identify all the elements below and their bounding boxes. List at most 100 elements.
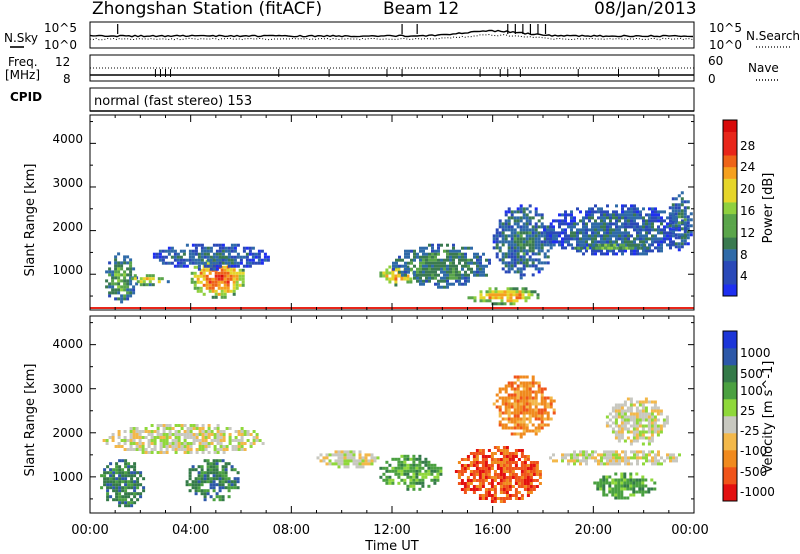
heatmap-cell xyxy=(677,224,681,228)
heatmap-cell xyxy=(229,271,233,275)
heatmap-cell xyxy=(117,264,121,268)
heatmap-cell xyxy=(674,212,678,216)
heatmap-cell xyxy=(404,267,407,271)
heatmap-cell xyxy=(424,472,428,476)
heatmap-cell xyxy=(240,448,244,451)
heatmap-cell xyxy=(519,273,523,277)
heatmap-cell xyxy=(136,280,140,284)
power-panel xyxy=(89,114,695,311)
heatmap-cell xyxy=(615,237,618,241)
heatmap-cell xyxy=(505,464,509,467)
heatmap-cell xyxy=(522,231,526,235)
heatmap-cell xyxy=(532,461,536,464)
heatmap-cell xyxy=(213,448,217,451)
heatmap-cell xyxy=(620,484,624,488)
heatmap-cell xyxy=(479,264,482,268)
heatmap-cell xyxy=(482,299,486,303)
heatmap-cell xyxy=(452,264,455,268)
heatmap-cell xyxy=(487,467,491,470)
heatmap-cell xyxy=(528,216,532,220)
heatmap-cell xyxy=(209,477,213,481)
heatmap-cell xyxy=(592,243,596,247)
heatmap-cell xyxy=(397,274,401,278)
heatmap-cell xyxy=(650,487,654,491)
heatmap-cell xyxy=(419,276,422,280)
heatmap-cell xyxy=(629,415,633,419)
heatmap-cell xyxy=(680,200,684,204)
heatmap-cell xyxy=(505,494,509,497)
heatmap-cell xyxy=(434,264,437,268)
heatmap-cell xyxy=(385,469,389,473)
heatmap-cell xyxy=(639,252,642,256)
heatmap-cell xyxy=(540,231,544,235)
heatmap-cell xyxy=(431,270,434,274)
heatmap-cell xyxy=(552,225,555,229)
heatmap-cell xyxy=(183,436,187,439)
heatmap-cell xyxy=(680,203,684,207)
heatmap-cell xyxy=(165,442,169,445)
heatmap-cell xyxy=(233,477,237,481)
heatmap-cell xyxy=(645,456,648,460)
heatmap-cell xyxy=(591,216,594,220)
heatmap-cell xyxy=(647,487,651,491)
heatmap-cell xyxy=(425,255,428,259)
heatmap-cell xyxy=(513,423,517,427)
heatmap-cell xyxy=(617,496,621,500)
heatmap-cell xyxy=(409,277,413,281)
heatmap-cell xyxy=(660,249,663,253)
heatmap-cell xyxy=(179,255,183,259)
heatmap-cell xyxy=(513,264,517,268)
heatmap-cell xyxy=(246,433,250,436)
noise-tick-left-top: 10^5 xyxy=(44,21,77,35)
heatmap-cell xyxy=(209,471,213,475)
heatmap-cell xyxy=(449,252,452,256)
heatmap-cell xyxy=(433,469,437,473)
velocity-ytick-label-1000: 1000 xyxy=(52,470,83,484)
heatmap-cell xyxy=(561,237,564,241)
heatmap-cell xyxy=(431,273,434,277)
heatmap-cell xyxy=(490,482,494,485)
heatmap-cell xyxy=(425,258,428,262)
heatmap-cell xyxy=(156,427,160,430)
velocity-ytick-label-4000: 4000 xyxy=(52,337,83,351)
heatmap-cell xyxy=(401,270,404,274)
heatmap-cell xyxy=(531,414,535,418)
heatmap-cell xyxy=(112,477,116,481)
heatmap-cell xyxy=(526,482,530,485)
heatmap-cell xyxy=(669,459,672,463)
heatmap-cell xyxy=(594,237,597,241)
heatmap-cell xyxy=(112,468,116,472)
heatmap-cell xyxy=(516,423,520,427)
heatmap-cell xyxy=(623,418,627,422)
heatmap-cell xyxy=(241,283,245,287)
heatmap-cell xyxy=(183,448,187,451)
heatmap-cell xyxy=(373,459,377,463)
heatmap-cell xyxy=(650,439,654,443)
heatmap-cell xyxy=(522,381,526,385)
heatmap-cell xyxy=(616,246,620,250)
heatmap-cell xyxy=(512,290,516,294)
heatmap-cell xyxy=(585,462,588,466)
heatmap-cell xyxy=(191,249,195,253)
heatmap-cell xyxy=(106,486,110,490)
heatmap-cell xyxy=(605,424,609,428)
heatmap-cell xyxy=(591,456,594,460)
heatmap-cell xyxy=(611,493,615,497)
heatmap-cell xyxy=(204,430,208,433)
heatmap-cell xyxy=(648,450,651,454)
heatmap-cell xyxy=(157,280,161,284)
heatmap-cell xyxy=(127,483,131,487)
heatmap-cell xyxy=(507,267,511,271)
heatmap-cell xyxy=(531,429,535,433)
heatmap-cell xyxy=(498,405,502,409)
heatmap-cell xyxy=(517,482,521,485)
heatmap-cell xyxy=(648,228,651,232)
heatmap-cell xyxy=(216,451,220,454)
heatmap-cell xyxy=(398,258,401,262)
heatmap-cell xyxy=(457,470,461,473)
heatmap-cell xyxy=(415,457,419,461)
heatmap-cell xyxy=(147,430,151,433)
heatmap-cell xyxy=(531,396,535,400)
heatmap-cell xyxy=(117,291,121,295)
heatmap-cell xyxy=(555,459,558,463)
